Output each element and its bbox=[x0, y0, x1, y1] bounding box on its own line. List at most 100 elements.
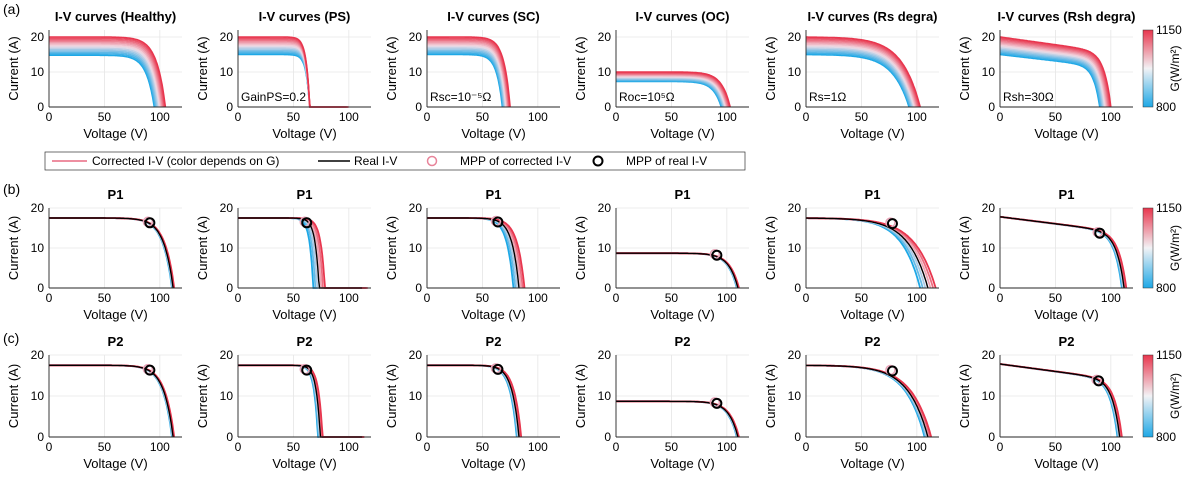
panel-1-1: 0 50 100 0 10 20 P1 Voltage (V) Current (A) bbox=[195, 187, 371, 322]
panel-title: P2 bbox=[108, 334, 124, 349]
panel-title: P1 bbox=[297, 187, 313, 202]
y-tick-label: 0 bbox=[604, 281, 611, 295]
legend-corrected-label: Corrected I-V (color depends on G) bbox=[92, 154, 279, 168]
x-tick-label: 0 bbox=[997, 440, 1004, 454]
corrected-iv-curve bbox=[806, 53, 910, 108]
real-iv-curve bbox=[616, 252, 739, 289]
x-axis-label: Voltage (V) bbox=[83, 126, 147, 141]
corrected-iv-curve bbox=[427, 40, 510, 108]
mpp-real-marker bbox=[301, 364, 313, 376]
corrected-iv-curve bbox=[999, 41, 1109, 108]
colorbar-gradient bbox=[1142, 207, 1154, 289]
real-iv-curve bbox=[427, 217, 520, 289]
x-tick-label: 100 bbox=[1101, 110, 1121, 124]
corrected-iv-curve bbox=[806, 52, 911, 108]
corrected-iv-curve bbox=[806, 45, 915, 108]
y-tick-label: 0 bbox=[37, 281, 44, 295]
y-axis-label: Current (A) bbox=[763, 36, 778, 100]
y-tick-label: 0 bbox=[226, 100, 233, 114]
x-tick-label: 0 bbox=[424, 291, 431, 305]
y-axis-label: Current (A) bbox=[763, 364, 778, 428]
panel-title: P1 bbox=[1059, 187, 1075, 202]
corrected-iv-curve bbox=[999, 42, 1108, 108]
y-tick-label: 0 bbox=[794, 281, 801, 295]
x-tick-label: 100 bbox=[150, 291, 170, 305]
panel-title: I-V curves (OC) bbox=[636, 9, 730, 24]
colorbar-min-label: 800 bbox=[1156, 430, 1176, 444]
x-tick-label: 100 bbox=[528, 440, 548, 454]
x-tick-label: 50 bbox=[476, 110, 490, 124]
corrected-iv-curve bbox=[999, 38, 1110, 108]
y-tick-label: 20 bbox=[409, 201, 423, 215]
row-label-b: (b) bbox=[3, 181, 20, 197]
panel-0-5: 0 50 100 0 10 20I-V curves (Rsh degra) Voltage… bbox=[957, 9, 1182, 141]
corrected-iv-curve bbox=[427, 52, 504, 108]
real-iv-curve bbox=[999, 363, 1121, 438]
panel-1-3: 0 50 100 0 10 20 P1 Voltage (V) Current (A) bbox=[573, 187, 749, 322]
y-tick-label: 20 bbox=[982, 348, 996, 362]
corrected-iv-curve bbox=[427, 37, 511, 108]
x-tick-label: 50 bbox=[98, 110, 112, 124]
y-tick-label: 20 bbox=[31, 348, 45, 362]
y-tick-label: 0 bbox=[415, 100, 422, 114]
x-axis-label: Voltage (V) bbox=[461, 307, 525, 322]
panel-title: P1 bbox=[486, 187, 502, 202]
x-tick-label: 50 bbox=[665, 440, 679, 454]
legend-real-label: Real I-V bbox=[354, 154, 397, 168]
y-tick-label: 10 bbox=[982, 389, 996, 403]
y-tick-label: 10 bbox=[409, 241, 423, 255]
x-tick-label: 100 bbox=[339, 291, 359, 305]
corrected-iv-curve bbox=[806, 37, 921, 108]
y-tick-label: 20 bbox=[598, 201, 612, 215]
y-axis-label: Current (A) bbox=[957, 36, 972, 100]
x-tick-label: 0 bbox=[424, 110, 431, 124]
panel-2-1: 0 50 100 0 10 20 P2 Voltage (V) Current (A) bbox=[195, 334, 371, 471]
y-tick-label: 10 bbox=[31, 241, 45, 255]
corrected-iv-curve bbox=[999, 44, 1107, 108]
corrected-iv-curve bbox=[999, 53, 1101, 108]
colorbar-label: G(W/m²) bbox=[1168, 373, 1182, 419]
panel-annotation: Rsh=30Ω bbox=[1003, 90, 1054, 104]
mpp-real-marker bbox=[711, 397, 723, 409]
x-axis-label: Voltage (V) bbox=[650, 456, 714, 471]
corrected-iv-curve bbox=[999, 47, 1105, 108]
corrected-iv-curve bbox=[49, 44, 162, 108]
corrected-iv-curve bbox=[49, 37, 166, 108]
x-tick-label: 100 bbox=[717, 291, 737, 305]
x-axis-label: Voltage (V) bbox=[650, 307, 714, 322]
y-tick-label: 10 bbox=[598, 65, 612, 79]
y-tick-label: 0 bbox=[415, 281, 422, 295]
y-axis-label: Current (A) bbox=[957, 216, 972, 280]
x-axis-label: Voltage (V) bbox=[840, 307, 904, 322]
row-label-c: (c) bbox=[3, 330, 19, 346]
corrected-iv-curve bbox=[999, 36, 1112, 108]
y-axis-label: Current (A) bbox=[195, 36, 210, 100]
corrected-iv-curve bbox=[806, 43, 917, 108]
colorbar: 1150 800 G(W/m²) bbox=[1142, 23, 1182, 114]
y-tick-label: 10 bbox=[31, 65, 45, 79]
colorbar: 1150 800 G(W/m²) bbox=[1142, 348, 1182, 444]
y-axis-label: Current (A) bbox=[384, 364, 399, 428]
x-tick-label: 100 bbox=[528, 110, 548, 124]
x-tick-label: 100 bbox=[907, 291, 927, 305]
y-axis-label: Current (A) bbox=[384, 216, 399, 280]
x-tick-label: 50 bbox=[287, 110, 301, 124]
colorbar-max-label: 1150 bbox=[1156, 348, 1182, 362]
x-tick-label: 50 bbox=[1049, 110, 1063, 124]
x-tick-label: 0 bbox=[46, 291, 53, 305]
panel-title: P1 bbox=[108, 187, 124, 202]
y-tick-label: 20 bbox=[982, 201, 996, 215]
y-axis-label: Current (A) bbox=[957, 364, 972, 428]
panel-2-0: 0 50 100 0 10 20 P2 Voltage (V) Current (A) bbox=[6, 334, 182, 471]
x-tick-label: 100 bbox=[339, 110, 359, 124]
x-axis-label: Voltage (V) bbox=[840, 126, 904, 141]
panel-title: P1 bbox=[865, 187, 881, 202]
panel-annotation: Rsc=10⁻⁵Ω bbox=[430, 90, 491, 104]
corrected-iv-curve bbox=[999, 45, 1106, 108]
x-axis-label: Voltage (V) bbox=[1034, 126, 1098, 141]
mpp-real-marker bbox=[301, 217, 313, 229]
panel-title: P2 bbox=[1059, 334, 1075, 349]
row-label-a: (a) bbox=[3, 1, 20, 17]
y-axis-label: Current (A) bbox=[573, 216, 588, 280]
legend-mpp-real-label: MPP of real I-V bbox=[626, 154, 707, 168]
